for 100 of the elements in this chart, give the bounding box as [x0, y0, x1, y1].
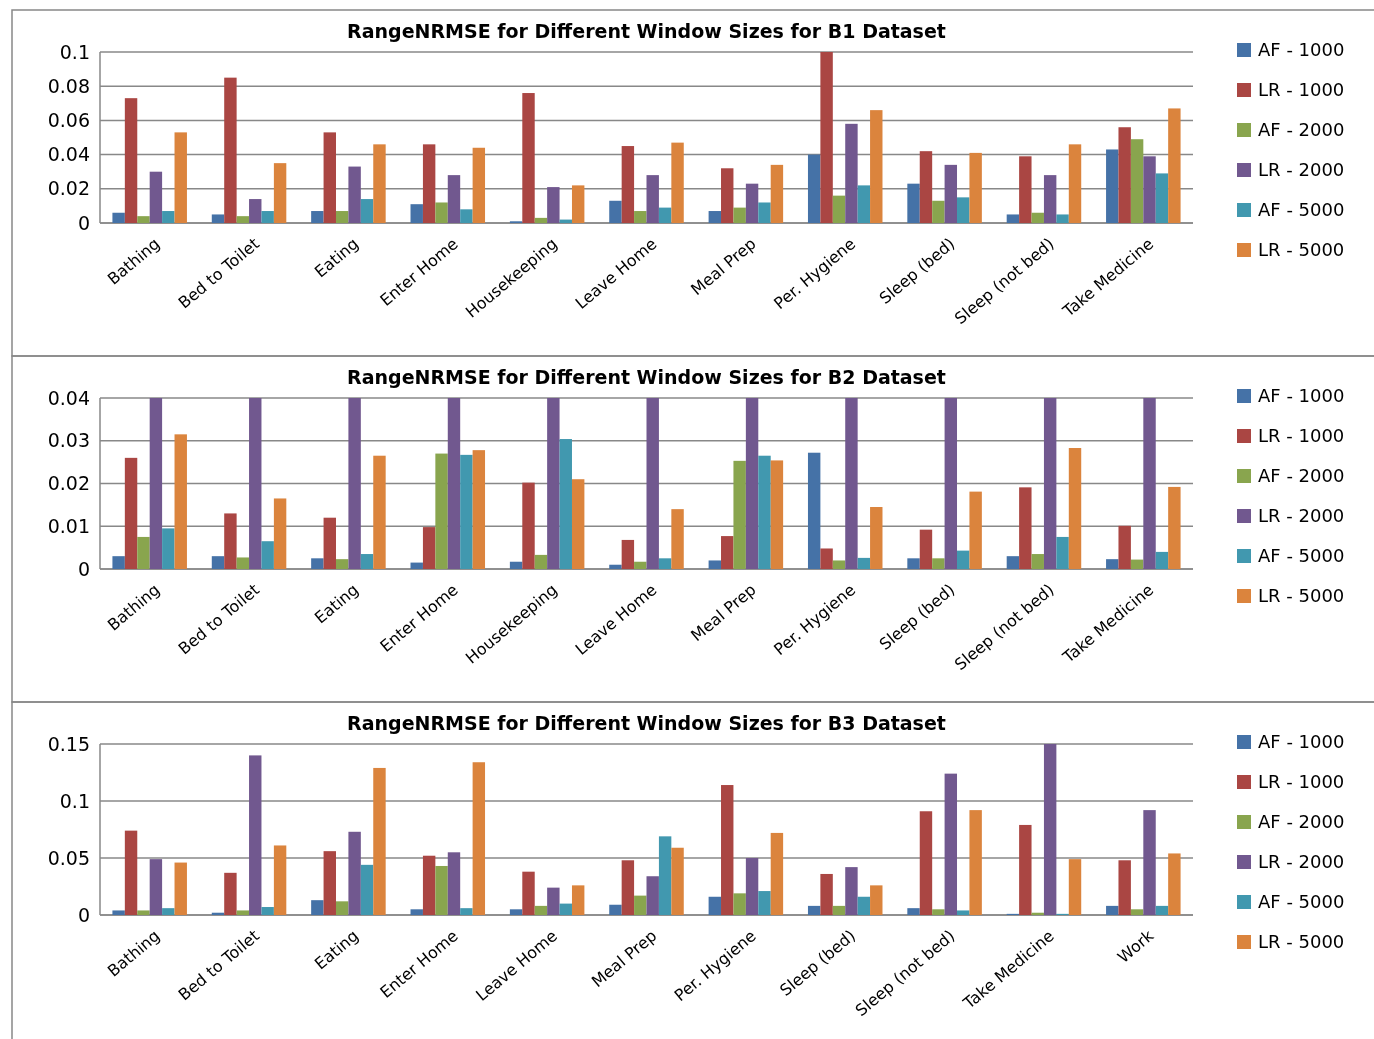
bar [820, 873, 833, 915]
y-tick-label: 0.02 [47, 177, 90, 200]
bar [609, 904, 622, 915]
legend-label: LR - 2000 [1258, 159, 1345, 181]
y-tick-label: 0.01 [47, 514, 90, 537]
bar [522, 871, 535, 915]
bar [162, 528, 175, 569]
bar [522, 93, 535, 223]
bar [634, 211, 647, 223]
bar [373, 455, 386, 569]
legend-label: LR - 2000 [1258, 851, 1345, 873]
bar [509, 561, 523, 569]
bar [708, 211, 722, 223]
bar [969, 491, 982, 569]
bar [174, 132, 187, 223]
bar [957, 910, 970, 915]
bar [236, 557, 250, 569]
bar [1031, 554, 1044, 569]
y-tick-label: 0 [77, 557, 90, 580]
bar [807, 905, 821, 915]
bar [907, 558, 920, 569]
bar [1068, 144, 1082, 223]
y-tick-label: 0.1 [59, 40, 90, 63]
bar [373, 767, 386, 915]
bar [857, 557, 871, 569]
bar [224, 872, 237, 915]
bar [335, 211, 349, 223]
bar [919, 811, 933, 915]
bar [1006, 214, 1020, 223]
legend-label: AF - 2000 [1258, 465, 1345, 487]
bar [870, 110, 883, 223]
bar [559, 439, 572, 569]
bar [932, 909, 945, 915]
bar [311, 900, 324, 915]
bar [273, 498, 287, 569]
bar [658, 558, 672, 569]
bar [162, 211, 175, 223]
bar [422, 855, 436, 915]
bar [733, 893, 746, 915]
bar [522, 482, 535, 569]
bar [957, 197, 970, 223]
bar [534, 217, 548, 223]
bar [112, 556, 125, 569]
bar [261, 541, 274, 569]
bar [758, 455, 771, 569]
bar [124, 830, 138, 915]
bar [236, 216, 250, 223]
bar [335, 559, 349, 569]
bar [770, 460, 784, 569]
bar [621, 539, 635, 569]
bar [845, 398, 858, 569]
bar [1068, 448, 1082, 569]
bar [708, 560, 722, 569]
bar [211, 214, 225, 223]
y-tick-label: 0.08 [47, 74, 90, 97]
bar [932, 200, 945, 223]
legend-label: LR - 1000 [1258, 771, 1345, 793]
bar [957, 550, 970, 569]
bar [571, 479, 585, 569]
bar [1130, 139, 1144, 223]
bar [137, 216, 150, 223]
bar [944, 773, 958, 915]
y-tick-label: 0.03 [47, 429, 90, 452]
bar [571, 885, 585, 915]
legend-label: AF - 2000 [1258, 811, 1345, 833]
bar [174, 862, 187, 915]
bar [671, 509, 684, 569]
bar [261, 211, 274, 223]
legend-label: AF - 5000 [1258, 545, 1345, 567]
bar [124, 457, 138, 569]
bar [547, 398, 560, 569]
bar [435, 453, 448, 569]
bar [646, 876, 659, 915]
y-tick-label: 0 [77, 903, 90, 926]
bar [634, 895, 647, 915]
bar [745, 398, 759, 569]
bar [323, 851, 336, 915]
bar [559, 903, 572, 915]
legend-label: AF - 2000 [1258, 119, 1345, 141]
y-tick-label: 0.02 [47, 472, 90, 495]
bar [745, 858, 759, 915]
bar [224, 77, 237, 223]
bar [137, 536, 150, 569]
legend-label: LR - 5000 [1258, 585, 1345, 607]
bar [969, 152, 982, 223]
bar [721, 536, 734, 569]
bar [149, 859, 163, 915]
bar [845, 123, 858, 223]
bar [124, 98, 138, 223]
legend-label: LR - 5000 [1258, 931, 1345, 953]
bar [1106, 559, 1119, 569]
y-tick-label: 0.1 [59, 789, 90, 812]
bar [721, 168, 734, 223]
y-tick-label: 0.06 [47, 109, 90, 132]
chart-title: RangeNRMSE for Different Window Sizes for B3 Dataset [347, 712, 946, 734]
bar [621, 146, 635, 223]
bar [547, 887, 560, 915]
bar [1068, 859, 1082, 915]
bar [1019, 824, 1032, 915]
bar [360, 864, 374, 915]
